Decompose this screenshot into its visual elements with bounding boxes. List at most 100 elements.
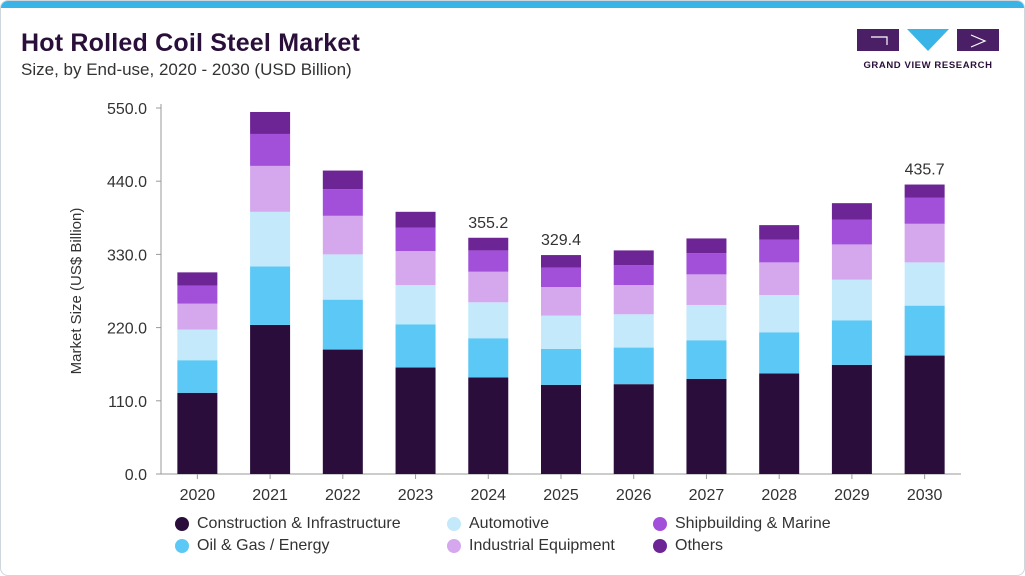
legend-swatch (447, 539, 461, 553)
bar-segment-2027-4 (686, 253, 727, 275)
legend-item: Others (653, 537, 723, 555)
bar-segment-2022-4 (322, 189, 363, 216)
bar-segment-2025-1 (541, 348, 581, 385)
bar-segment-2020-4 (177, 285, 218, 304)
bar-segment-2030-0 (904, 355, 945, 474)
y-tick-label: 330.0 (107, 247, 147, 264)
legend-label: Shipbuilding & Marine (675, 515, 831, 532)
bar-segment-2025-5 (541, 255, 581, 268)
bar-segment-2023-0 (395, 367, 436, 474)
bar-segment-2028-1 (759, 332, 800, 374)
bar-segment-2026-1 (613, 347, 654, 385)
bar-segment-2022-3 (322, 215, 363, 255)
legend-label: Oil & Gas / Energy (197, 537, 330, 554)
bar-segment-2021-5 (250, 111, 291, 134)
bar-segment-2024-4 (468, 250, 509, 272)
x-tick-label: 2020 (180, 487, 216, 504)
bar-segment-2023-5 (395, 211, 436, 228)
chart-subtitle: Size, by End-use, 2020 - 2030 (USD Billi… (21, 60, 352, 79)
data-label-2025: 329.4 (541, 232, 581, 249)
bar-segment-2025-4 (541, 267, 581, 288)
bar-segment-2028-4 (759, 239, 800, 263)
x-tick-label: 2021 (252, 487, 288, 504)
bar-segment-2020-5 (177, 272, 218, 286)
bar-segment-2020-1 (177, 360, 218, 393)
bar-segment-2030-3 (904, 223, 945, 263)
bar-segment-2020-2 (177, 329, 218, 361)
bar-segment-2028-3 (759, 262, 800, 295)
bar-segment-2021-0 (250, 324, 291, 474)
bar-segment-2025-0 (541, 384, 581, 474)
bar-segment-2024-1 (468, 338, 509, 378)
bar-segment-2029-1 (831, 320, 872, 365)
bar-segment-2026-5 (613, 250, 654, 266)
y-tick-label: 440.0 (107, 174, 147, 191)
legend-label: Others (675, 537, 724, 554)
legend-swatch (175, 539, 189, 553)
top-accent-bar (1, 1, 1024, 8)
bar-segment-2026-2 (613, 314, 654, 348)
data-label-2024: 355.2 (468, 215, 508, 232)
bar-segment-2028-0 (759, 373, 800, 474)
legend-item: Automotive (447, 515, 549, 533)
legend-swatch (447, 517, 461, 531)
bar-segment-2024-0 (468, 377, 509, 474)
bar-segment-2023-4 (395, 227, 436, 252)
bar-segment-2029-2 (831, 279, 872, 321)
bar-segment-2021-3 (250, 165, 291, 212)
x-tick-label: 2024 (470, 487, 506, 504)
data-label-2030: 435.7 (905, 162, 945, 179)
bar-segment-2029-0 (831, 364, 872, 474)
bar-segment-2024-3 (468, 271, 509, 303)
bar-segment-2030-2 (904, 262, 945, 306)
bar-segment-2021-2 (250, 211, 291, 267)
bar-segment-2027-5 (686, 238, 727, 254)
bar-segment-2024-5 (468, 237, 509, 251)
x-tick-label: 2027 (689, 487, 725, 504)
x-tick-label: 2023 (398, 487, 434, 504)
legend-item: Construction & Infrastructure (175, 515, 401, 533)
bar-segment-2028-5 (759, 225, 800, 240)
x-tick-label: 2025 (543, 487, 579, 504)
bar-segment-2027-3 (686, 274, 727, 305)
bar-segment-2029-3 (831, 244, 872, 280)
bar-segment-2023-1 (395, 324, 436, 368)
bar-segment-2022-0 (322, 349, 363, 474)
bar-segment-2026-3 (613, 285, 654, 315)
bar-segment-2027-0 (686, 378, 727, 474)
bar-segment-2027-1 (686, 340, 727, 379)
bar-segment-2022-1 (322, 299, 363, 350)
legend-label: Construction & Infrastructure (197, 515, 401, 532)
x-tick-label: 2026 (616, 487, 652, 504)
legend-item: Oil & Gas / Energy (175, 537, 330, 555)
legend-swatch (175, 517, 189, 531)
bar-segment-2020-3 (177, 303, 218, 330)
x-tick-label: 2028 (761, 487, 797, 504)
bar-segment-2029-4 (831, 219, 872, 245)
x-tick-label: 2022 (325, 487, 361, 504)
x-tick-label: 2030 (907, 487, 943, 504)
y-tick-label: 110.0 (108, 394, 147, 411)
x-tick-label: 2029 (834, 487, 870, 504)
bar-segment-2024-2 (468, 302, 509, 339)
bar-segment-2021-1 (250, 266, 291, 325)
bar-segment-2027-2 (686, 304, 727, 341)
bar-segment-2026-0 (613, 384, 654, 474)
bar-segment-2022-2 (322, 254, 363, 300)
bar-segment-2028-2 (759, 294, 800, 333)
chart-title: Hot Rolled Coil Steel Market (21, 29, 360, 57)
legend-swatch (653, 517, 667, 531)
bar-segment-2030-1 (904, 305, 945, 356)
legend-swatch (653, 539, 667, 553)
bar-segment-2030-4 (904, 197, 945, 224)
bar-segment-2021-4 (250, 133, 291, 166)
legend-label: Automotive (469, 515, 550, 532)
bar-segment-2023-3 (395, 251, 436, 286)
legend-label: Industrial Equipment (469, 537, 615, 554)
bar-segment-2030-5 (904, 184, 945, 198)
y-axis-title: Market Size (US$ Billion) (68, 208, 85, 375)
bar-segment-2020-0 (177, 392, 218, 474)
y-tick-label: 0.0 (125, 467, 147, 484)
bar-segment-2023-2 (395, 285, 436, 325)
